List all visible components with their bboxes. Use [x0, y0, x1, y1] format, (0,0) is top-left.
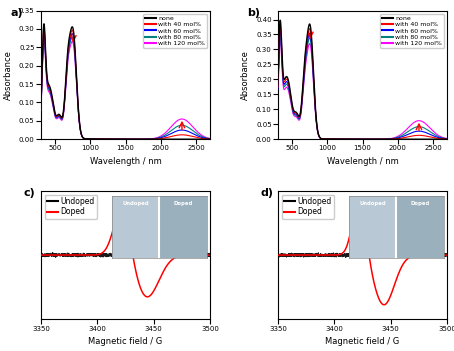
X-axis label: Wavelength / nm: Wavelength / nm	[89, 157, 161, 166]
Text: b): b)	[247, 8, 261, 18]
Text: a): a)	[10, 8, 23, 18]
X-axis label: Magnetic field / G: Magnetic field / G	[326, 337, 400, 346]
Legend: none, with 40 mol%, with 60 mol%, with 80 mol%, with 120 mol%: none, with 40 mol%, with 60 mol%, with 8…	[380, 14, 444, 48]
X-axis label: Wavelength / nm: Wavelength / nm	[327, 157, 399, 166]
Text: d): d)	[261, 188, 274, 198]
Legend: Undoped, Doped: Undoped, Doped	[44, 194, 97, 219]
X-axis label: Magnetic field / G: Magnetic field / G	[89, 337, 163, 346]
Text: c): c)	[24, 188, 36, 198]
Legend: Undoped, Doped: Undoped, Doped	[281, 194, 334, 219]
Y-axis label: Absorbance: Absorbance	[4, 50, 13, 100]
Legend: none, with 40 mol%, with 60 mol%, with 80 mol%, with 120 mol%: none, with 40 mol%, with 60 mol%, with 8…	[143, 14, 207, 48]
Y-axis label: Absorbance: Absorbance	[242, 50, 250, 100]
